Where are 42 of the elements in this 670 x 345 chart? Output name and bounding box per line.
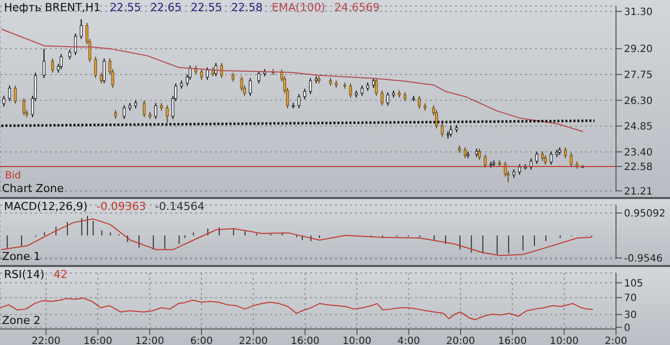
y-tick-label: 105 [624, 278, 644, 290]
annotation: 24.6569 [334, 1, 380, 14]
chart-title: Нефть BRENT,H1 [4, 1, 101, 14]
text: EMA(100) [272, 1, 326, 14]
annotation: Chart Zone [2, 182, 64, 195]
y-tick-label: 29.20 [624, 44, 653, 56]
x-tick-label: 12:00 [135, 336, 164, 345]
x-tick-label: 10:00 [342, 336, 372, 345]
x-tick-label: 22:00 [238, 336, 268, 345]
y-tick-label: 31.30 [624, 6, 653, 18]
x-tick-label: 16:00 [498, 336, 527, 345]
annotation: -0.14564 [155, 200, 204, 213]
chart-title: MACD(12,26,9) [4, 200, 88, 213]
annotation: -0.09363 [96, 200, 146, 213]
ref-line-label: Bid [5, 170, 21, 182]
y-tick-label: 70 [624, 293, 637, 304]
x-tick-label: 4:00 [398, 336, 420, 345]
annotation: 22.65 [150, 1, 182, 14]
y-tick-label: 22.58 [624, 162, 653, 173]
x-tick-label: 20:00 [446, 336, 475, 345]
y-tick-label: 24.85 [624, 122, 653, 133]
y-tick-label: 0.95092 [624, 208, 666, 220]
x-tick-label: 16:00 [83, 336, 112, 345]
y-tick-label: 26.30 [624, 96, 653, 107]
y-tick-label: 30 [624, 310, 637, 322]
y-tick-label: 27.75 [624, 70, 653, 82]
annotation: 22.58 [231, 1, 263, 14]
chart-title: RSI(14) [4, 268, 44, 281]
x-tick-label: 22:00 [32, 336, 60, 345]
annotation: 22.55 [190, 1, 222, 14]
y-tick-label: 21.21 [624, 186, 653, 198]
y-tick-label: 0 [624, 322, 630, 334]
y-tick-label: 23.40 [624, 147, 653, 158]
annotation: Zone 2 [2, 314, 40, 327]
annotation: Zone 1 [2, 250, 40, 263]
x-tick-label: 16:00 [290, 336, 320, 345]
y-tick-label: -0.9546 [624, 253, 663, 264]
x-tick-label: 6:00 [190, 336, 213, 345]
x-tick-label: 10:00 [550, 336, 579, 345]
annotation: 42 [53, 268, 68, 281]
annotation: 22.55 [110, 1, 142, 14]
x-tick-label: 2:00 [604, 336, 628, 345]
